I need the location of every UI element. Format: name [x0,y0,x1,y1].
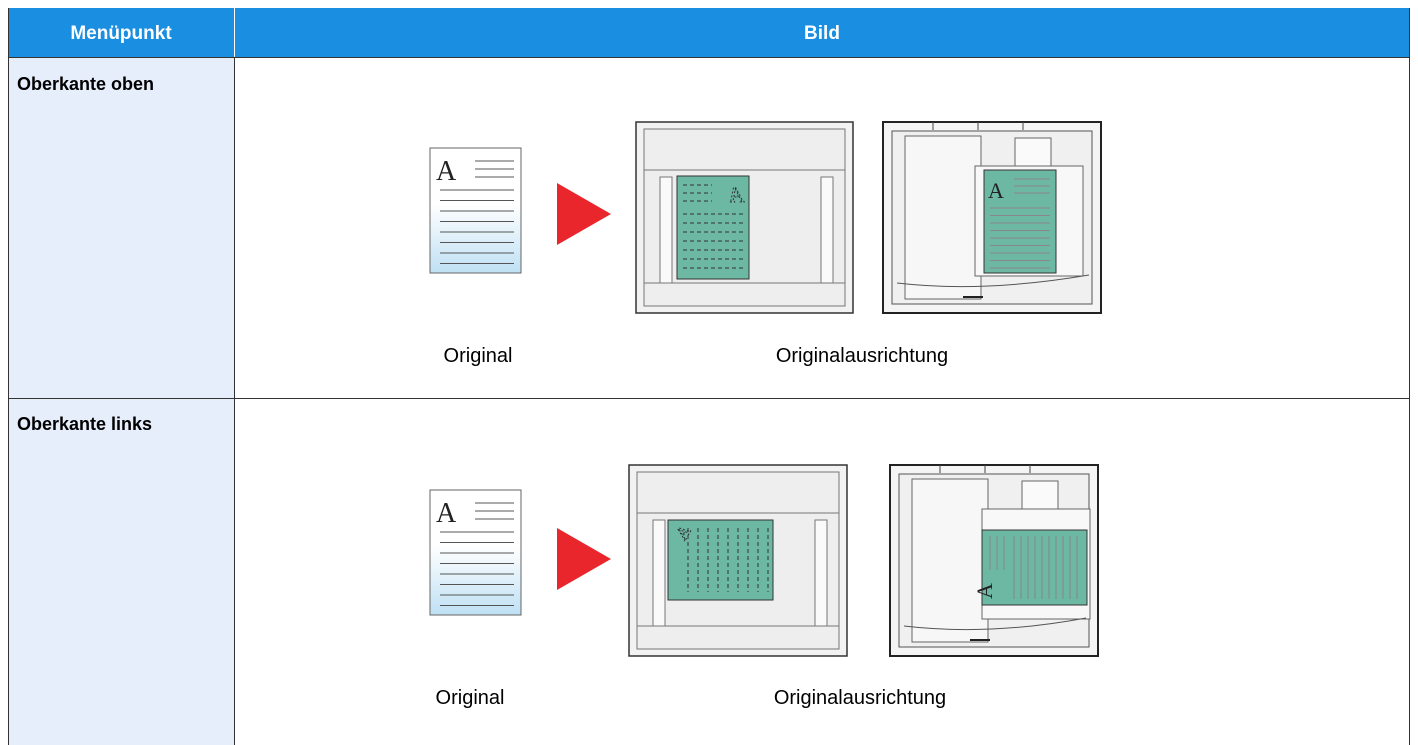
original-sheet: A [429,489,522,616]
document [983,169,1057,274]
document-processor: A [882,121,1102,314]
arrow [557,528,611,590]
platen-guide [820,176,834,284]
arrow [557,183,611,245]
sheet-letter: A [436,498,457,529]
column-header: Bild [804,23,840,44]
doc-letter: A [972,583,997,599]
dp-slot [1014,137,1052,167]
dp-tray [904,135,982,300]
dp-slot [1021,480,1059,510]
header-row [8,8,1410,57]
platen-guide [814,519,828,627]
platen-guide [652,519,666,627]
platen: A [628,464,848,657]
platen-guide [659,176,673,284]
grid [8,8,1410,745]
column-header: Menüpunkt [70,23,172,44]
row-label: Oberkante oben [17,74,154,94]
caption: Original [436,687,505,709]
document [667,519,774,601]
label-cell [8,398,234,745]
caption: Originalausrichtung [774,687,946,709]
original-sheet: A [429,147,522,274]
sheet-letter: A [436,156,457,187]
dp-curve [896,274,1090,288]
doc-letter: A [988,178,1004,203]
mirror-letter: A [729,182,745,207]
dp-curve [903,617,1087,631]
document [676,175,750,280]
caption: Original [444,345,513,367]
dp-tray [911,478,989,643]
caption: Originalausrichtung [776,345,948,367]
row-label: Oberkante links [17,414,152,434]
platen: A [635,121,854,314]
label-cell [8,57,234,398]
document-processor: A [889,464,1099,657]
